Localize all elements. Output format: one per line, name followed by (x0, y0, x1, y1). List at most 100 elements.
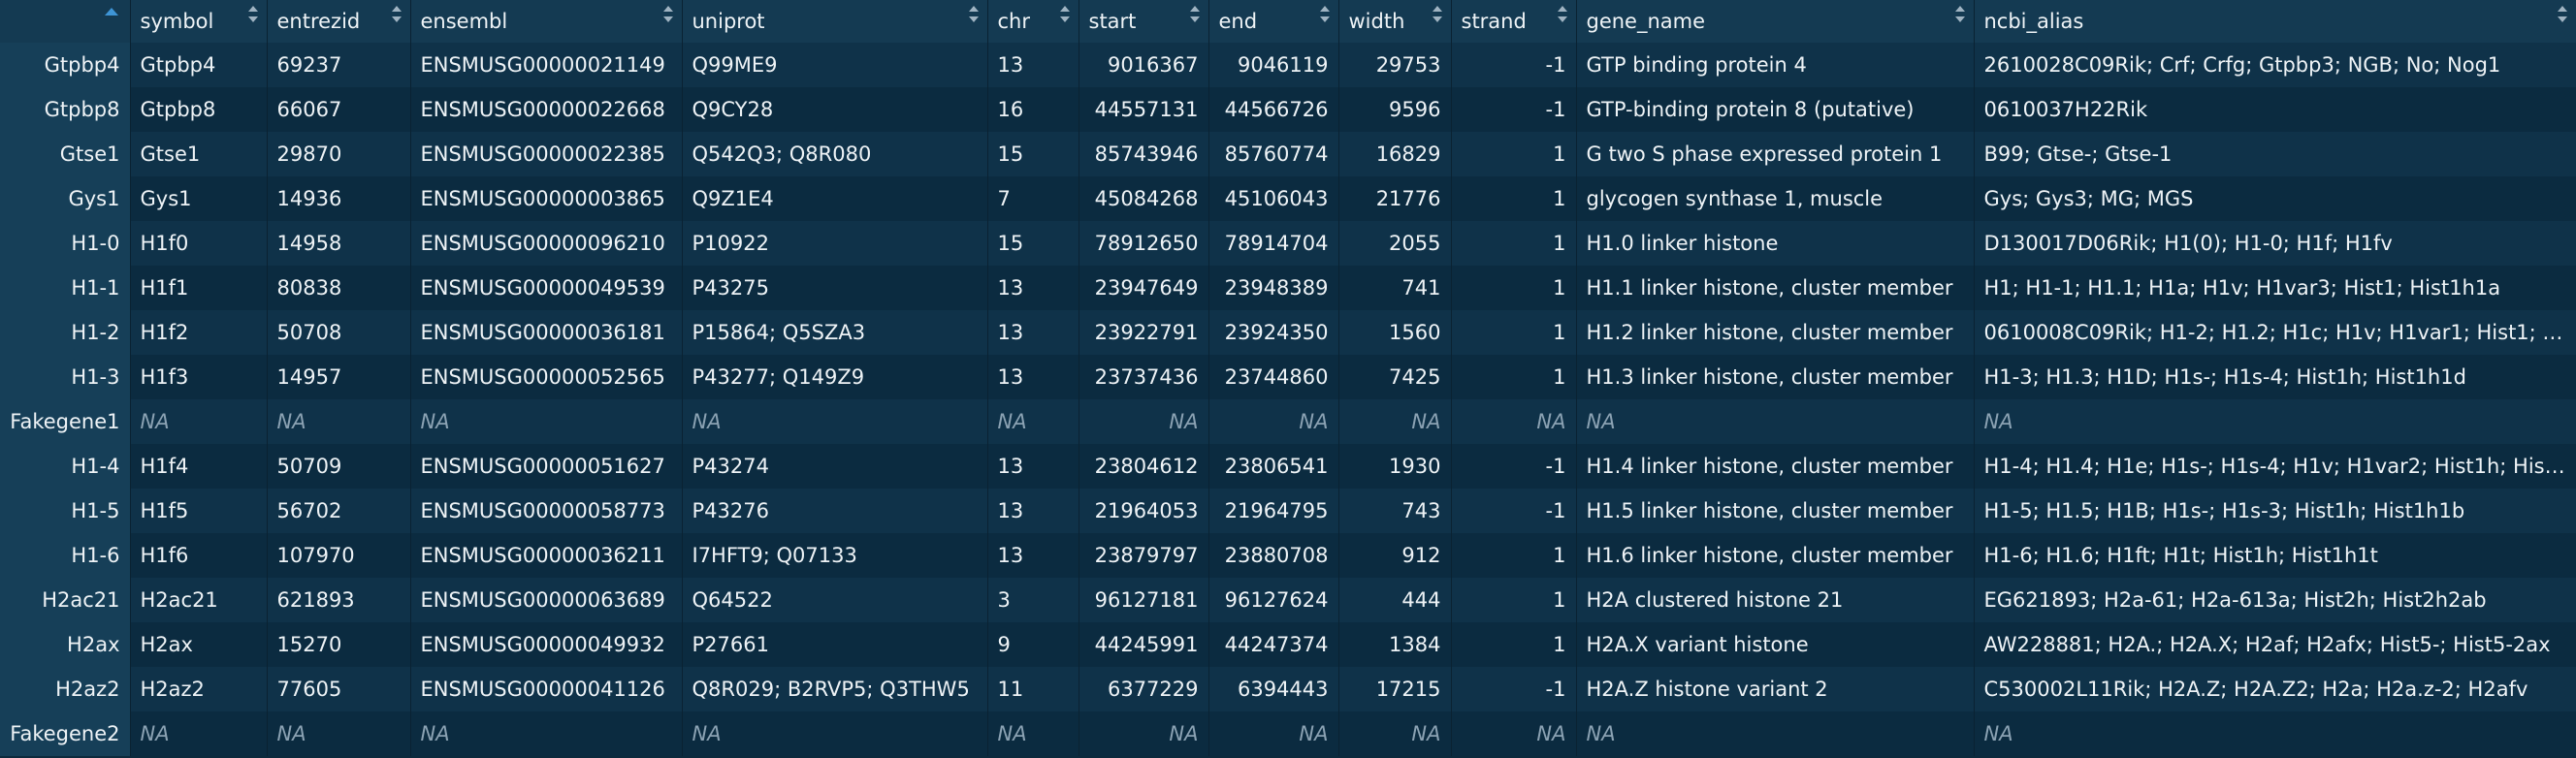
cell-chr: 7 (987, 176, 1079, 221)
sort-icon[interactable] (247, 4, 258, 27)
cell-chr: 11 (987, 667, 1079, 711)
cell-start: 85743946 (1079, 132, 1209, 176)
cell-symbol: H1f2 (130, 310, 268, 355)
cell-gene-name: H1.6 linker histone, cluster member (1576, 533, 1975, 578)
cell-width: 912 (1338, 533, 1452, 578)
cell-width: 7425 (1338, 355, 1452, 399)
cell-start: 44245991 (1079, 622, 1209, 667)
cell-chr: 13 (987, 355, 1079, 399)
row-name-cell: H1-1 (0, 266, 131, 310)
column-header-ensembl[interactable]: ensembl (410, 0, 683, 43)
cell-ensembl: ENSMUSG00000021149 (410, 43, 683, 87)
sort-icon[interactable] (1432, 4, 1442, 27)
column-header-label: ensembl (420, 10, 508, 33)
cell-start: 23804612 (1079, 444, 1209, 489)
column-header-rownames[interactable] (0, 0, 131, 43)
column-header-start[interactable]: start (1079, 0, 1209, 43)
cell-gene-name: H2A.X variant histone (1576, 622, 1975, 667)
row-name-cell: H1-4 (0, 444, 131, 489)
cell-uniprot: I7HFT9; Q07133 (682, 533, 988, 578)
cell-end: 78914704 (1208, 221, 1339, 266)
cell-symbol: H2ax (130, 622, 268, 667)
cell-strand: -1 (1451, 444, 1577, 489)
cell-start: 21964053 (1079, 489, 1209, 533)
cell-gene-name: GTP-binding protein 8 (putative) (1576, 87, 1975, 132)
column-header-chr[interactable]: chr (987, 0, 1079, 43)
cell-ncbi-alias: 2610028C09Rik; Crf; Crfg; Gtpbp3; NGB; N… (1974, 43, 2576, 87)
table-body: Gtpbp4 Gtpbp4 69237 ENSMUSG00000021149 Q99ME… (0, 43, 2576, 756)
row-name-cell: Gtse1 (0, 132, 131, 176)
column-header-width[interactable]: width (1338, 0, 1452, 43)
column-header-label: entrezid (276, 10, 361, 33)
cell-entrezid: 14958 (267, 221, 411, 266)
table-row: H2az2 H2az2 77605 ENSMUSG00000041126 Q8R029;… (0, 667, 2576, 711)
cell-ncbi-alias: H1; H1-1; H1.1; H1a; H1v; H1var3; Hist1;… (1974, 266, 2576, 310)
cell-strand: -1 (1451, 489, 1577, 533)
cell-width: 741 (1338, 266, 1452, 310)
cell-gene-name: H1.0 linker histone (1576, 221, 1975, 266)
cell-gene-name: H1.5 linker histone, cluster member (1576, 489, 1975, 533)
cell-start: 23879797 (1079, 533, 1209, 578)
cell-entrezid: 14936 (267, 176, 411, 221)
column-header-strand[interactable]: strand (1451, 0, 1577, 43)
table-row: H1-4 H1f4 50709 ENSMUSG00000051627 P43274 13 2… (0, 444, 2576, 489)
row-name-cell: H1-3 (0, 355, 131, 399)
cell-gene-name: H1.2 linker histone, cluster member (1576, 310, 1975, 355)
sort-icon[interactable] (2557, 4, 2567, 27)
cell-end: 6394443 (1208, 667, 1339, 711)
cell-chr: 13 (987, 310, 1079, 355)
sort-icon[interactable] (1954, 4, 1965, 27)
column-header-symbol[interactable]: symbol (130, 0, 268, 43)
cell-uniprot: P10922 (682, 221, 988, 266)
cell-entrezid: NA (267, 399, 411, 444)
column-header-entrezid[interactable]: entrezid (267, 0, 411, 43)
sort-icon[interactable] (662, 4, 673, 27)
header-row: symbol entrezid ensembl uniprot chr start end w… (0, 0, 2576, 43)
cell-entrezid: NA (267, 711, 411, 756)
column-header-gene-name[interactable]: gene_name (1576, 0, 1975, 43)
cell-end: 23806541 (1208, 444, 1339, 489)
cell-width: 1930 (1338, 444, 1452, 489)
cell-end: 96127624 (1208, 578, 1339, 622)
table-row: Gtpbp8 Gtpbp8 66067 ENSMUSG00000022668 Q9CY2… (0, 87, 2576, 132)
cell-end: 85760774 (1208, 132, 1339, 176)
cell-width: 444 (1338, 578, 1452, 622)
cell-entrezid: 77605 (267, 667, 411, 711)
cell-strand: -1 (1451, 43, 1577, 87)
cell-ensembl: ENSMUSG00000096210 (410, 221, 683, 266)
cell-end: 45106043 (1208, 176, 1339, 221)
cell-uniprot: NA (682, 399, 988, 444)
cell-uniprot: P43275 (682, 266, 988, 310)
sort-icon[interactable] (1059, 4, 1070, 27)
cell-symbol: H2az2 (130, 667, 268, 711)
cell-ncbi-alias: 0610008C09Rik; H1-2; H1.2; H1c; H1v; H1v… (1974, 310, 2576, 355)
sort-icon[interactable] (1319, 4, 1330, 27)
cell-uniprot: Q9CY28 (682, 87, 988, 132)
sort-icon[interactable] (1189, 4, 1200, 27)
cell-ensembl: ENSMUSG00000022668 (410, 87, 683, 132)
cell-entrezid: 29870 (267, 132, 411, 176)
column-header-uniprot[interactable]: uniprot (682, 0, 988, 43)
cell-entrezid: 80838 (267, 266, 411, 310)
cell-uniprot: Q8R029; B2RVP5; Q3THW5 (682, 667, 988, 711)
column-header-ncbi-alias[interactable]: ncbi_alias (1974, 0, 2576, 43)
sort-icon[interactable] (1557, 4, 1567, 27)
cell-uniprot: P43277; Q149Z9 (682, 355, 988, 399)
cell-ncbi-alias: NA (1974, 711, 2576, 756)
cell-ncbi-alias: H1-6; H1.6; H1ft; H1t; Hist1h; Hist1h1t (1974, 533, 2576, 578)
column-header-end[interactable]: end (1208, 0, 1339, 43)
cell-start: 23947649 (1079, 266, 1209, 310)
cell-width: 743 (1338, 489, 1452, 533)
cell-end: 23948389 (1208, 266, 1339, 310)
table-row: H2ac21 H2ac21 621893 ENSMUSG00000063689 Q645… (0, 578, 2576, 622)
sort-icon[interactable] (391, 4, 402, 27)
cell-start: 9016367 (1079, 43, 1209, 87)
sort-icon[interactable] (968, 4, 979, 27)
cell-entrezid: 50708 (267, 310, 411, 355)
cell-entrezid: 69237 (267, 43, 411, 87)
cell-symbol: Gtpbp4 (130, 43, 268, 87)
cell-gene-name: H1.1 linker histone, cluster member (1576, 266, 1975, 310)
cell-start: 44557131 (1079, 87, 1209, 132)
sort-ascending-icon[interactable] (105, 8, 118, 16)
cell-start: 96127181 (1079, 578, 1209, 622)
